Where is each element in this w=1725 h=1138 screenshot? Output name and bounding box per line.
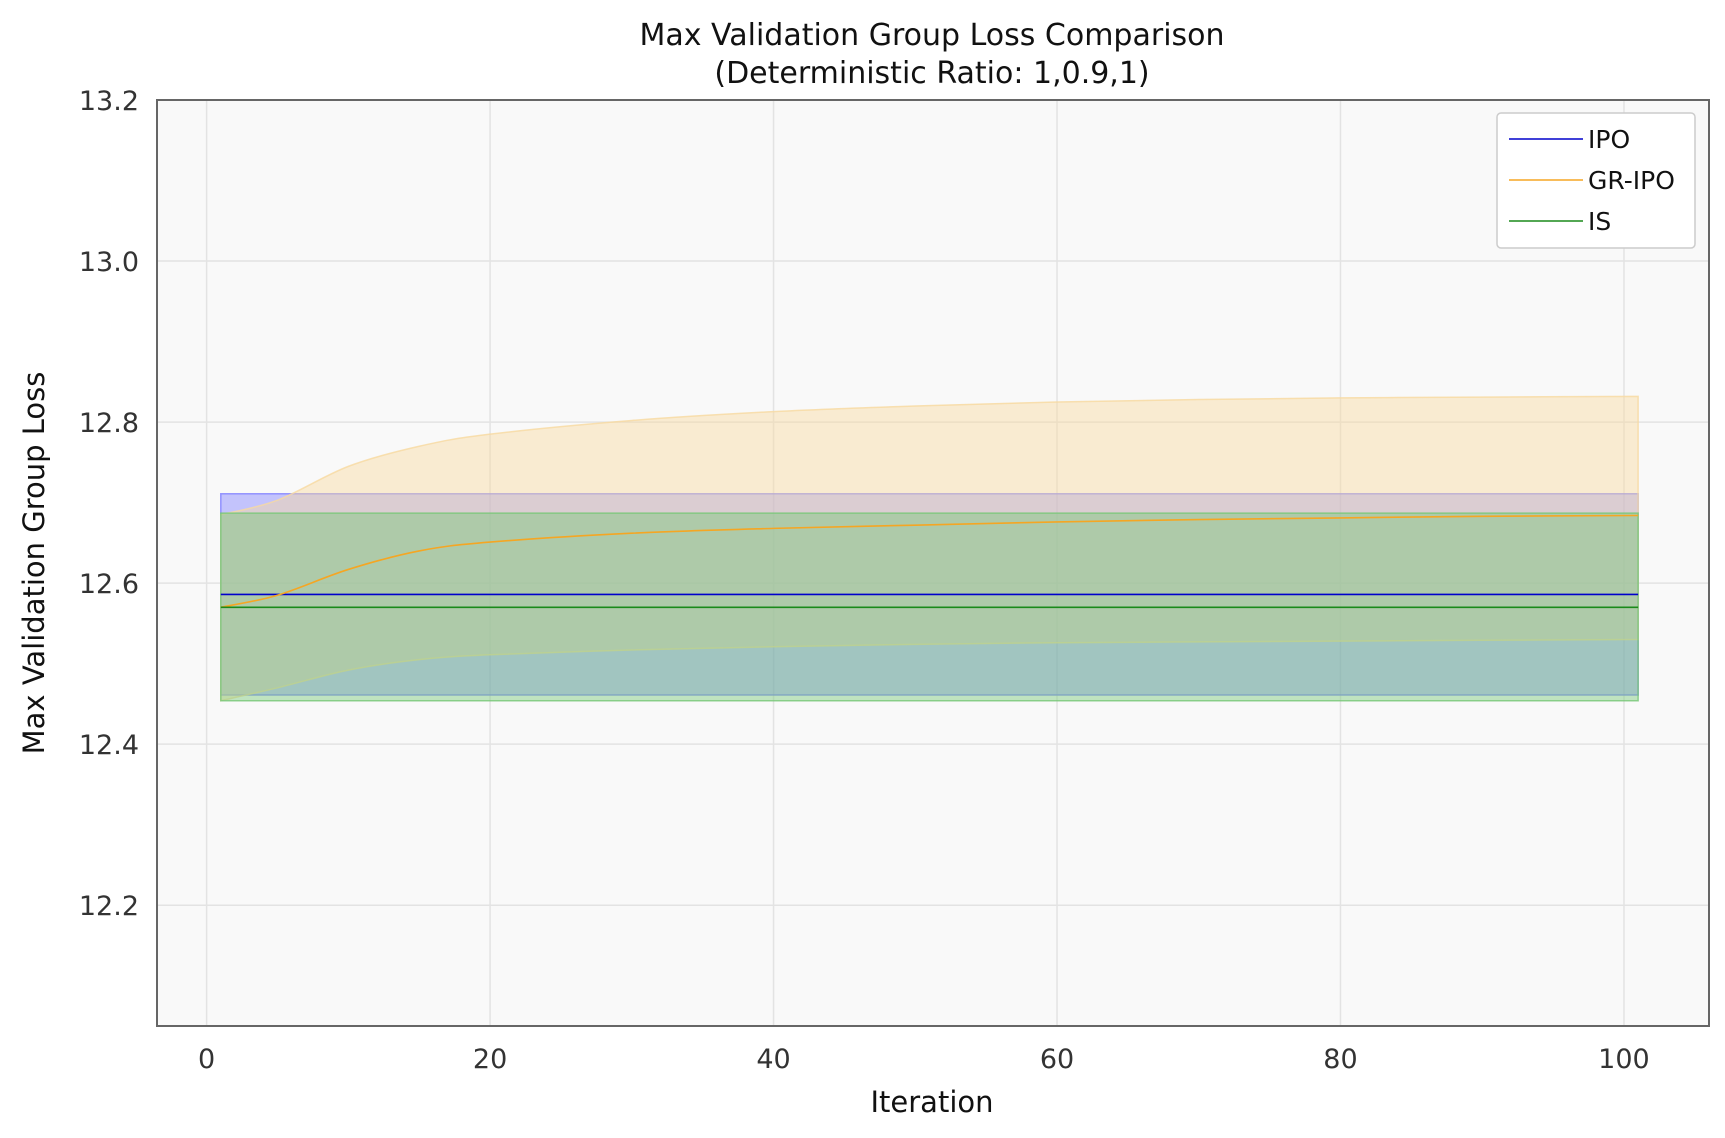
x-axis-label: Iteration (870, 1085, 993, 1119)
y-tick-label: 12.6 (79, 569, 139, 600)
y-tick-label: 13.2 (79, 86, 139, 117)
legend-box (1496, 112, 1696, 249)
y-tick-label: 13.0 (79, 247, 139, 278)
plot-area (157, 100, 1709, 1026)
y-tick-label: 12.4 (79, 730, 139, 761)
series-lines (220, 514, 1639, 609)
confidence-bands (220, 395, 1639, 702)
chart-title: Max Validation Group Loss Comparison (639, 18, 1224, 53)
y-axis-label: Max Validation Group Loss (17, 372, 51, 755)
y-tick-label: 12.2 (79, 891, 139, 922)
x-tick-label: 20 (473, 1044, 507, 1075)
line-gr-ipo (220, 514, 1639, 609)
legend: IPO GR-IPO IS (1496, 112, 1696, 249)
grid-lines (157, 99, 1709, 1026)
x-tick-label: 0 (198, 1044, 215, 1075)
x-axis-ticks: 0 20 40 60 80 100 (198, 1044, 1650, 1075)
chart-subtitle: (Deterministic Ratio: 1,0.9,1) (714, 56, 1149, 91)
legend-label-ipo: IPO (1588, 125, 1630, 154)
legend-label-gr-ipo: GR-IPO (1588, 166, 1675, 195)
x-tick-label: 40 (756, 1044, 790, 1075)
plot-frame (156, 99, 1710, 1027)
y-axis-ticks: 12.2 12.4 12.6 12.8 13.0 13.2 (79, 86, 139, 922)
legend-label-is: IS (1588, 207, 1611, 236)
x-tick-label: 60 (1040, 1044, 1074, 1075)
y-tick-label: 12.8 (79, 408, 139, 439)
x-tick-label: 100 (1598, 1044, 1650, 1075)
x-tick-label: 80 (1323, 1044, 1357, 1075)
